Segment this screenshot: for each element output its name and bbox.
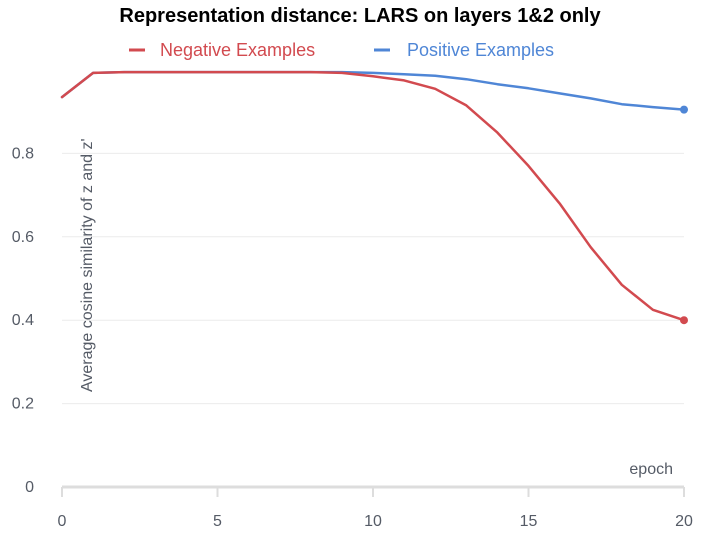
x-tick-label: 10: [364, 513, 382, 530]
y-tick-label: 0.2: [12, 396, 34, 413]
y-tick-label: 0.8: [12, 145, 34, 162]
legend: Negative Examples Positive Examples: [129, 40, 554, 60]
y-axis-label: Average cosine similarity of z and z': [79, 138, 96, 392]
gridlines: [62, 152, 684, 405]
x-tick-label: 15: [520, 513, 538, 530]
y-tick-label: 0: [25, 479, 34, 496]
x-tick-label: 0: [58, 513, 67, 530]
series-end-point-positive: [680, 105, 688, 114]
x-tick-label: 5: [213, 513, 222, 530]
y-tick-label: 0.6: [12, 229, 34, 246]
x-axis-label: epoch: [629, 461, 673, 478]
series-lines: [60, 70, 688, 325]
series-line-negative: [60, 70, 686, 322]
y-axis: 0 0.2 0.4 0.6 0.8: [12, 145, 34, 496]
series-end-point-negative: [680, 316, 688, 325]
x-axis: 0 5 10 15 20: [58, 485, 693, 530]
series-line-positive: [60, 70, 686, 111]
legend-label-positive: Positive Examples: [407, 40, 554, 60]
legend-label-negative: Negative Examples: [160, 40, 315, 60]
x-tick-label: 20: [675, 513, 693, 530]
y-tick-label: 0.4: [12, 312, 34, 329]
chart-title: Representation distance: LARS on layers …: [119, 5, 601, 27]
